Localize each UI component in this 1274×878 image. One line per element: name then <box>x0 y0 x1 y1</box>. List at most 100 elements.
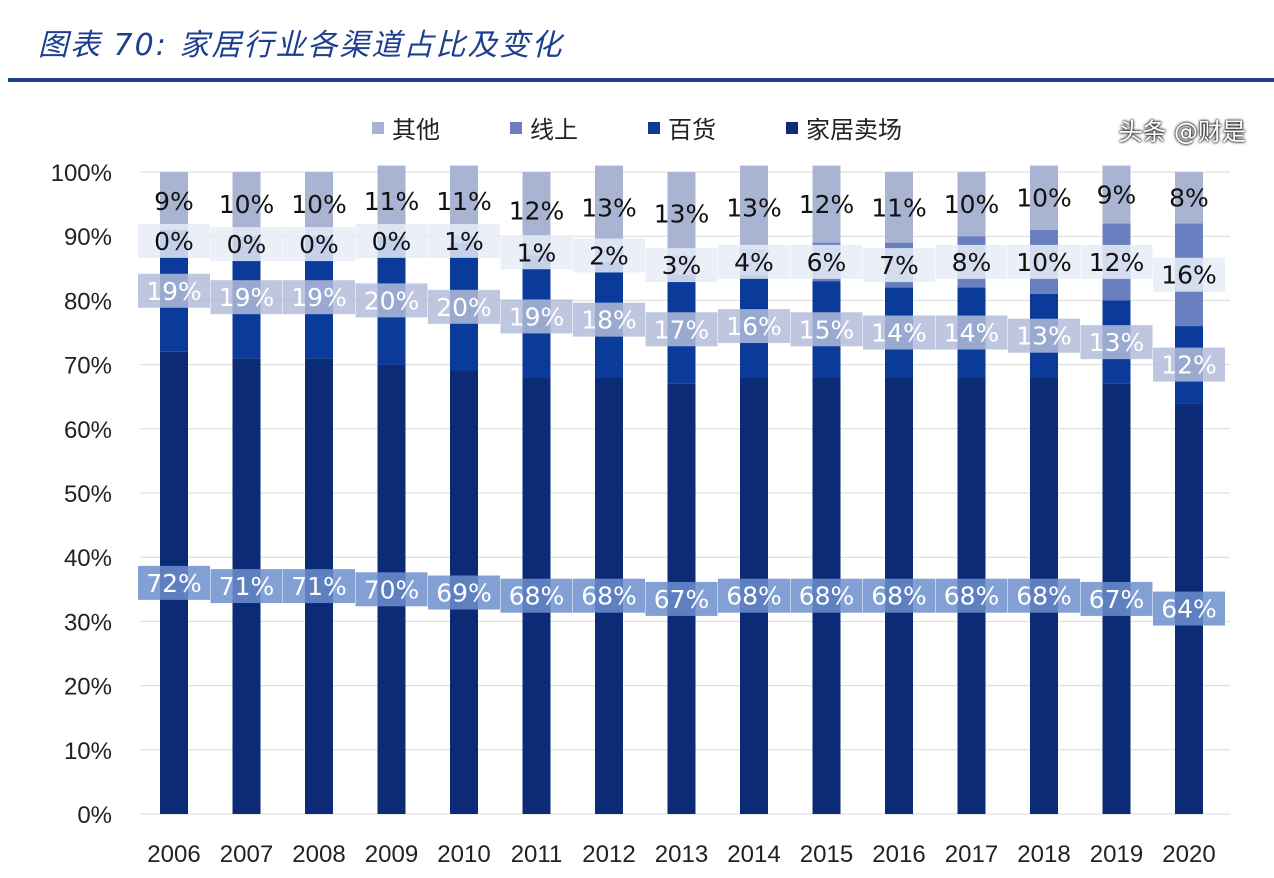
data-label: 12% <box>509 197 565 226</box>
data-label-box <box>718 244 790 279</box>
data-label-box <box>573 238 645 273</box>
x-tick-label: 2009 <box>365 841 418 868</box>
bar-segment <box>812 165 841 243</box>
data-label: 12% <box>799 190 855 219</box>
y-tick-label: 70% <box>64 353 112 380</box>
data-label: 10% <box>1016 248 1072 277</box>
data-label: 16% <box>726 312 782 341</box>
data-label-box <box>138 223 210 258</box>
data-label-box <box>573 302 645 337</box>
x-tick-label: 2006 <box>147 841 200 868</box>
data-label: 68% <box>581 582 637 611</box>
data-label-box <box>1008 244 1080 279</box>
data-label: 13% <box>654 200 710 229</box>
y-tick-label: 40% <box>64 545 112 572</box>
y-tick-label: 50% <box>64 481 112 508</box>
bar-segment <box>232 172 261 237</box>
data-label: 19% <box>219 283 275 312</box>
data-label: 11% <box>436 187 492 216</box>
data-label-box <box>1080 244 1153 279</box>
data-label-box <box>863 248 935 283</box>
y-tick-label: 10% <box>64 738 112 765</box>
data-label-box <box>1153 591 1225 626</box>
data-label-box <box>138 273 210 308</box>
data-label-box <box>1153 257 1225 292</box>
y-tick-label: 80% <box>64 288 112 315</box>
data-label: 6% <box>807 248 847 277</box>
legend-item: 百货 <box>648 110 716 145</box>
data-label: 9% <box>1097 180 1137 209</box>
watermark: 头条 @财是 <box>1118 118 1246 146</box>
y-tick-label: 20% <box>64 674 112 701</box>
data-label: 4% <box>734 248 774 277</box>
y-tick-label: 30% <box>64 609 112 636</box>
bar-segment <box>1175 172 1203 224</box>
data-label-box <box>500 235 573 270</box>
data-label-box <box>283 280 355 315</box>
legend-swatch <box>510 121 522 134</box>
data-label-box <box>935 578 1008 613</box>
legend: 其他 线上 百货 家居卖场 <box>0 110 1274 145</box>
data-label: 10% <box>291 190 347 219</box>
data-label: 14% <box>871 319 927 348</box>
bar-segment <box>740 165 768 250</box>
data-label-box <box>718 578 790 613</box>
data-label-box <box>935 315 1008 350</box>
data-label: 8% <box>1169 184 1209 213</box>
data-label: 64% <box>1161 595 1217 624</box>
data-label-box <box>645 312 718 347</box>
data-label-box <box>428 289 500 324</box>
data-label: 13% <box>1016 322 1072 351</box>
data-label-box <box>500 578 573 613</box>
bar-segment <box>1030 165 1058 230</box>
data-label-box <box>210 227 283 262</box>
x-tick-label: 2015 <box>800 841 853 868</box>
data-label: 71% <box>219 572 275 601</box>
data-label: 19% <box>509 302 565 331</box>
legend-swatch <box>648 121 660 134</box>
data-label-box <box>428 575 500 610</box>
data-label-box <box>210 569 283 604</box>
chart-title: 图表 70: 家居行业各渠道占比及变化 <box>38 28 564 63</box>
legend-swatch <box>786 121 798 134</box>
data-label-box <box>645 248 718 283</box>
bar-segment <box>667 172 696 256</box>
bar-segment <box>595 165 623 250</box>
data-label: 14% <box>944 319 1000 348</box>
data-label: 19% <box>291 283 347 312</box>
data-label: 0% <box>299 230 339 259</box>
data-label: 11% <box>364 187 420 216</box>
data-label: 67% <box>1089 585 1145 614</box>
data-label: 13% <box>1089 328 1145 357</box>
data-label: 0% <box>154 227 194 256</box>
data-label: 71% <box>291 572 347 601</box>
data-label: 68% <box>871 582 927 611</box>
data-label-box <box>210 280 283 315</box>
legend-item: 其他 <box>372 110 440 145</box>
data-label: 11% <box>871 193 927 222</box>
data-label: 72% <box>146 569 202 598</box>
data-label: 68% <box>726 582 782 611</box>
data-label-box <box>863 578 935 613</box>
data-label-box <box>1153 347 1225 382</box>
data-label: 13% <box>581 193 637 222</box>
data-label-box <box>428 223 500 258</box>
data-label: 70% <box>364 575 420 604</box>
legend-label: 线上 <box>530 116 578 144</box>
data-label-box <box>355 283 428 318</box>
y-tick-label: 90% <box>64 224 112 251</box>
data-label: 68% <box>944 582 1000 611</box>
data-label-box <box>573 578 645 613</box>
data-label-box <box>355 572 428 607</box>
data-label-box <box>1008 578 1080 613</box>
legend-label: 其他 <box>392 116 440 144</box>
bar-segment <box>305 172 333 237</box>
legend-item: 家居卖场 <box>786 110 902 145</box>
x-tick-label: 2017 <box>945 841 998 868</box>
y-tick-label: 60% <box>64 417 112 444</box>
legend-item: 线上 <box>510 110 578 145</box>
data-label: 67% <box>654 585 710 614</box>
data-label: 69% <box>436 579 492 608</box>
data-label: 3% <box>662 251 702 280</box>
